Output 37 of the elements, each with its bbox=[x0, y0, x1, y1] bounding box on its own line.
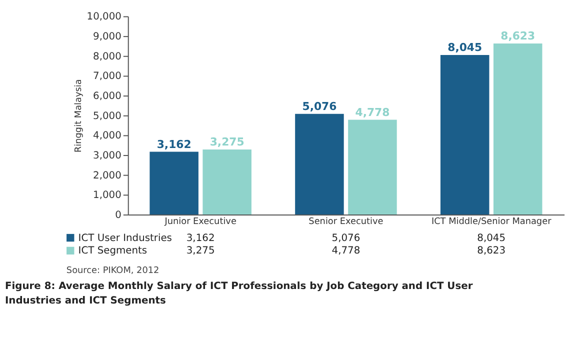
text: 8,623 bbox=[500, 30, 536, 43]
y-tick-label: 0 bbox=[115, 210, 122, 221]
y-tick-label: 1,000 bbox=[93, 190, 122, 202]
text: 8,045 bbox=[448, 41, 482, 54]
bar bbox=[493, 44, 542, 214]
bar bbox=[150, 152, 198, 214]
y-tick-label: 7,000 bbox=[93, 71, 122, 82]
y-tick-label: 8,000 bbox=[93, 51, 122, 62]
text: 5,076 bbox=[302, 100, 337, 113]
data-label: 3,275 bbox=[186, 246, 215, 257]
y-axis-title: Ringgit Malaysia bbox=[74, 79, 84, 153]
bar bbox=[348, 120, 397, 214]
bar bbox=[202, 150, 252, 214]
y-tick-label: 5,000 bbox=[93, 110, 122, 122]
legend-label: ICT Segments bbox=[78, 246, 148, 257]
x-tick-label: Senior Executive bbox=[308, 216, 384, 227]
y-tick-label: 10,000 bbox=[86, 12, 122, 23]
bar bbox=[295, 114, 344, 214]
text: Figure 8: Average Monthly Salary of ICT Professionals by Job Category and ICT User Industries and ICT Segments bbox=[4, 280, 473, 307]
data-label: 8,045 bbox=[477, 232, 506, 244]
x-tick-label: ICT Middle/Senior Manager bbox=[431, 216, 552, 227]
data-label: 3,162 bbox=[186, 232, 215, 244]
data-label: 5,076 bbox=[332, 232, 360, 244]
data-label: 8,623 bbox=[477, 246, 506, 257]
data-label: 4,778 bbox=[332, 246, 360, 257]
y-tick-label: 2,000 bbox=[93, 170, 122, 182]
legend-label: ICT User Industries bbox=[78, 232, 172, 244]
y-tick-label: 3,000 bbox=[93, 150, 122, 162]
bar bbox=[440, 54, 490, 214]
x-tick-label: Junior Executive bbox=[164, 216, 236, 227]
text: 4,778 bbox=[355, 106, 390, 119]
y-tick-label: 9,000 bbox=[93, 32, 122, 43]
y-tick-label: 6,000 bbox=[93, 91, 122, 102]
y-tick-label: 4,000 bbox=[93, 130, 122, 142]
text: 3,162 bbox=[156, 138, 192, 151]
text: 3,275 bbox=[210, 136, 244, 149]
source-note: Source: PIKOM, 2012 bbox=[66, 266, 160, 276]
